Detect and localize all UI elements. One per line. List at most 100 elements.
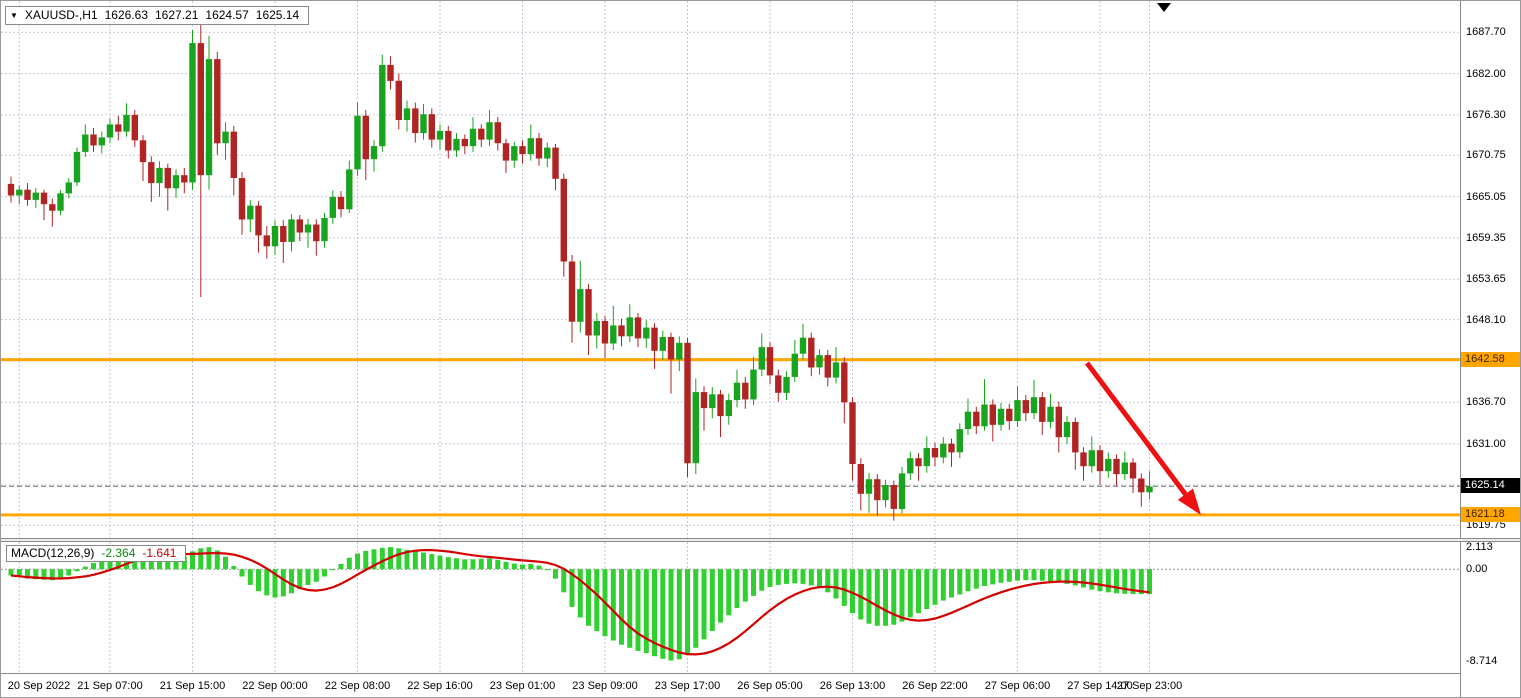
macd-histogram-bar xyxy=(949,569,954,598)
macd-histogram-bar xyxy=(709,569,715,631)
candle xyxy=(1121,462,1128,475)
macd-histogram-bar xyxy=(1130,569,1136,595)
time-axis-label: 21 Sep 07:00 xyxy=(77,680,143,692)
candle xyxy=(469,128,477,147)
candle xyxy=(387,64,394,81)
macd-histogram-bar xyxy=(495,559,501,570)
macd-histogram-bar xyxy=(594,569,600,631)
candle xyxy=(709,394,716,409)
macd-histogram-bar xyxy=(610,569,616,641)
macd-histogram-bar xyxy=(190,551,195,570)
macd-histogram-bar xyxy=(833,569,839,599)
price-axis-label: 1619.75 xyxy=(1466,519,1506,532)
macd-histogram-bar xyxy=(379,547,385,570)
candle xyxy=(238,178,246,220)
macd-histogram-bar xyxy=(718,569,723,623)
candle xyxy=(346,169,353,210)
support-level-tag: 1621.18 xyxy=(1461,506,1520,522)
candle xyxy=(857,464,864,494)
candle xyxy=(997,408,1005,425)
candle xyxy=(24,189,31,200)
macd-histogram-bar xyxy=(462,559,468,570)
chart-shift-marker-icon[interactable] xyxy=(1157,3,1171,12)
candle xyxy=(57,193,64,211)
candle xyxy=(874,479,881,501)
candle xyxy=(552,147,559,179)
candle xyxy=(832,362,840,378)
macd-histogram-bar xyxy=(297,569,303,590)
trend-arrow-shaft[interactable] xyxy=(1084,361,1193,503)
macd-histogram-bar xyxy=(58,569,63,579)
candle xyxy=(1088,450,1095,467)
macd-histogram-bar xyxy=(41,569,47,580)
macd-histogram-bar xyxy=(66,569,72,576)
macd-histogram-bar xyxy=(256,569,261,592)
macd-histogram-bar xyxy=(759,569,765,591)
macd-histogram-bar xyxy=(619,569,624,645)
candle xyxy=(453,138,460,151)
macd-histogram-bar xyxy=(338,564,344,570)
candle xyxy=(618,325,625,337)
candle xyxy=(766,347,774,376)
current-price-tag: 1625.14 xyxy=(1461,478,1520,494)
candle xyxy=(610,325,617,344)
ohlc-close: 1625.14 xyxy=(255,8,300,22)
candle xyxy=(115,124,122,132)
macd-histogram-bar xyxy=(1114,569,1119,594)
macd-panel-surface[interactable] xyxy=(1,542,1460,673)
symbol-dropdown-icon[interactable]: ▼ xyxy=(10,10,18,20)
macd-histogram-bar xyxy=(1097,569,1103,592)
candle xyxy=(1113,458,1120,475)
macd-histogram-bar xyxy=(412,551,418,570)
candle xyxy=(1146,486,1153,493)
price-axis-label: 1682.00 xyxy=(1466,67,1506,80)
trend-arrow-head[interactable] xyxy=(1177,488,1201,516)
candle xyxy=(626,317,633,337)
price-axis-label: 1687.70 xyxy=(1466,26,1506,39)
macd-histogram-bar xyxy=(91,563,96,570)
macd-histogram-bar xyxy=(767,569,773,587)
macd-histogram-bar xyxy=(322,569,327,577)
price-axis[interactable]: 1687.70 1682.00 1676.30 1670.75 1665.05 1659.… xyxy=(1460,1,1520,697)
macd-histogram-bar xyxy=(850,569,855,614)
candle xyxy=(313,224,320,242)
candle xyxy=(461,138,468,147)
candle xyxy=(527,138,534,155)
time-axis-label: 21 Sep 15:00 xyxy=(159,680,226,692)
candle xyxy=(7,183,15,196)
time-axis-label: 27 Sep 23:00 xyxy=(1116,680,1183,692)
candle xyxy=(65,182,72,194)
candle xyxy=(288,219,295,242)
macd-histogram-bar xyxy=(157,555,162,570)
candle xyxy=(1138,478,1145,493)
candle xyxy=(1129,462,1137,479)
time-axis[interactable]: 20 Sep 2022 21 Sep 07:00 21 Sep 15:00 22 Se… xyxy=(1,673,1460,697)
macd-histogram-bar xyxy=(742,569,748,602)
macd-histogram-bar xyxy=(693,569,699,648)
time-axis-label: 22 Sep 00:00 xyxy=(242,680,308,692)
candle xyxy=(915,458,922,467)
candle xyxy=(263,235,270,247)
price-chart-surface[interactable] xyxy=(1,1,1460,538)
macd-histogram-bar xyxy=(239,569,245,577)
macd-histogram-bar xyxy=(858,569,864,620)
price-axis-label: 1676.30 xyxy=(1466,108,1506,121)
ohlc-open: 1626.63 xyxy=(104,8,148,22)
macd-histogram-bar xyxy=(544,569,550,571)
candle xyxy=(700,392,708,409)
macd-histogram-bar xyxy=(396,548,402,570)
macd-histogram-bar xyxy=(652,569,657,657)
candle xyxy=(808,337,815,368)
macd-histogram-bar xyxy=(561,569,567,593)
candle xyxy=(49,204,56,211)
candle xyxy=(865,479,873,494)
time-axis-label: 27 Sep 14:00 xyxy=(1067,680,1133,692)
macd-histogram-bar xyxy=(676,569,682,660)
macd-histogram-bar xyxy=(998,569,1004,583)
candle xyxy=(40,192,48,205)
macd-histogram-bar xyxy=(635,569,641,651)
candle xyxy=(230,131,237,178)
macd-histogram-bar xyxy=(272,569,278,598)
panel-divider[interactable] xyxy=(1,538,1520,542)
